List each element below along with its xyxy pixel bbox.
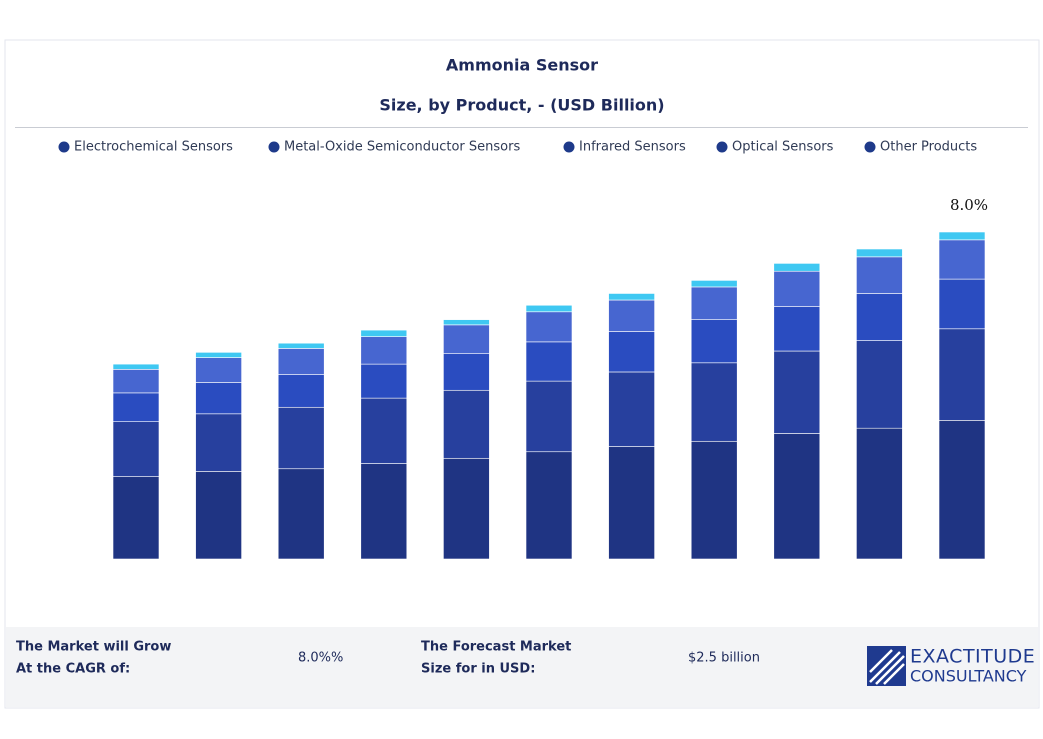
legend-marker — [268, 141, 280, 153]
bar-segment — [938, 239, 986, 280]
bar-segment — [443, 353, 490, 391]
legend-label: Other Products — [880, 140, 977, 155]
bar-segment — [525, 304, 573, 313]
bar-segment — [525, 380, 573, 453]
legend-marker — [58, 141, 70, 153]
legend: Electrochemical Sensors Metal-Oxide Semic… — [58, 140, 977, 155]
logo-text: EXACTITUDE — [910, 646, 1035, 668]
bar-segment — [195, 352, 242, 358]
bar-segment — [112, 476, 160, 560]
cagr-value: 8.0%% — [298, 651, 343, 666]
bar-segment — [195, 382, 242, 415]
legend-label: Optical Sensors — [732, 140, 834, 155]
bar-segment — [195, 357, 242, 383]
logo-text: CONSULTANCY — [910, 667, 1027, 686]
bar-segment — [277, 468, 325, 560]
bar-segment — [856, 293, 903, 341]
chart-subtitle: Size, by Product, - (USD Billion) — [379, 96, 664, 115]
bar-segment — [938, 231, 986, 241]
bar-segment — [608, 446, 655, 560]
bar-segment — [525, 451, 573, 560]
bar-segment — [112, 369, 160, 394]
size-label: The Forecast Market — [421, 640, 571, 655]
legend-marker — [716, 141, 728, 153]
bar-segment — [773, 350, 821, 434]
bar-segment — [360, 463, 408, 560]
bar-segment — [112, 392, 160, 422]
bar-segment — [773, 306, 821, 352]
size-label: Size for in USD: — [421, 662, 535, 677]
bar-segment — [277, 342, 325, 349]
legend-label: Infrared Sensors — [579, 140, 686, 155]
legend-label: Metal-Oxide Semiconductor Sensors — [284, 140, 520, 155]
cagr-label: At the CAGR of: — [16, 662, 130, 677]
bar-segment — [690, 286, 738, 320]
bar-segment — [773, 263, 821, 272]
bar-segment — [112, 421, 160, 477]
bar-segment — [525, 341, 573, 382]
bar-segment — [277, 348, 325, 375]
bar-segment — [690, 319, 738, 364]
legend-marker — [864, 141, 876, 153]
bar-segment — [938, 278, 986, 330]
logo-icon — [867, 646, 906, 686]
bar-segment — [360, 363, 408, 399]
bar-segment — [938, 328, 986, 421]
bar-segment — [360, 397, 408, 464]
bar-segment — [938, 420, 986, 560]
bar-segment — [195, 413, 242, 472]
annotation: 8.0% — [950, 196, 988, 214]
bar-segment — [773, 433, 821, 560]
bar-segment — [360, 329, 408, 337]
bar-segment — [443, 389, 490, 459]
bar-segment — [443, 457, 490, 560]
bar-segment — [443, 319, 490, 326]
legend-marker — [563, 141, 575, 153]
bar-segment — [443, 324, 490, 354]
bar-segment — [112, 363, 160, 370]
bar-segment — [608, 293, 655, 301]
bar-segment — [856, 427, 903, 560]
bar-segment — [690, 280, 738, 288]
footer-band — [6, 627, 1038, 707]
bar-segment — [360, 336, 408, 365]
bar-segment — [277, 374, 325, 408]
size-value: $2.5 billion — [688, 651, 760, 666]
bar-segment — [277, 406, 325, 470]
cagr-label: The Market will Grow — [16, 640, 171, 655]
bar-segment — [690, 440, 738, 560]
legend-label: Electrochemical Sensors — [74, 140, 233, 155]
bar-segment — [856, 340, 903, 429]
bar-segment — [608, 299, 655, 332]
plot: 8.0% — [112, 196, 988, 560]
bar-segment — [856, 248, 903, 258]
bar-segment — [773, 270, 821, 307]
bar-segment — [608, 331, 655, 373]
chart-title: Ammonia Sensor — [446, 56, 598, 75]
bar-segment — [195, 471, 242, 560]
bar-segment — [525, 311, 573, 343]
bar-segment — [856, 256, 903, 294]
bar-segment — [690, 362, 738, 442]
bar-segment — [608, 371, 655, 447]
